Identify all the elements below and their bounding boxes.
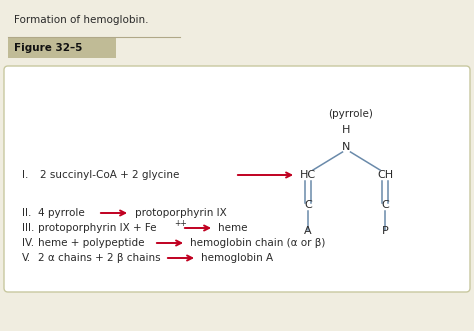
Text: II.: II. [22, 208, 31, 218]
Text: C: C [381, 200, 389, 210]
Text: P: P [382, 226, 388, 236]
Text: hemoglobin chain (α or β): hemoglobin chain (α or β) [190, 238, 325, 248]
Text: hemoglobin A: hemoglobin A [201, 253, 273, 263]
Text: (pyrrole): (pyrrole) [328, 109, 373, 119]
Text: heme + polypeptide: heme + polypeptide [38, 238, 145, 248]
Text: 4 pyrrole: 4 pyrrole [38, 208, 85, 218]
Text: 2 succinyl-CoA + 2 glycine: 2 succinyl-CoA + 2 glycine [40, 170, 179, 180]
Text: IV.: IV. [22, 238, 34, 248]
Text: I.: I. [22, 170, 28, 180]
Text: heme: heme [218, 223, 247, 233]
FancyBboxPatch shape [8, 38, 116, 58]
Text: protoporphyrin IX + Fe: protoporphyrin IX + Fe [38, 223, 156, 233]
Text: 2 α chains + 2 β chains: 2 α chains + 2 β chains [38, 253, 161, 263]
Text: H: H [342, 125, 351, 135]
Text: III.: III. [22, 223, 35, 233]
Text: V.: V. [22, 253, 31, 263]
Text: N: N [342, 142, 351, 152]
Text: ++: ++ [174, 218, 187, 227]
Text: A: A [304, 226, 312, 236]
Text: C: C [304, 200, 312, 210]
Text: protoporphyrin IX: protoporphyrin IX [135, 208, 227, 218]
Text: Formation of hemoglobin.: Formation of hemoglobin. [14, 15, 148, 25]
Text: CH: CH [377, 170, 393, 180]
Text: HC: HC [300, 170, 316, 180]
FancyBboxPatch shape [4, 66, 470, 292]
Text: Figure 32–5: Figure 32–5 [14, 43, 82, 53]
